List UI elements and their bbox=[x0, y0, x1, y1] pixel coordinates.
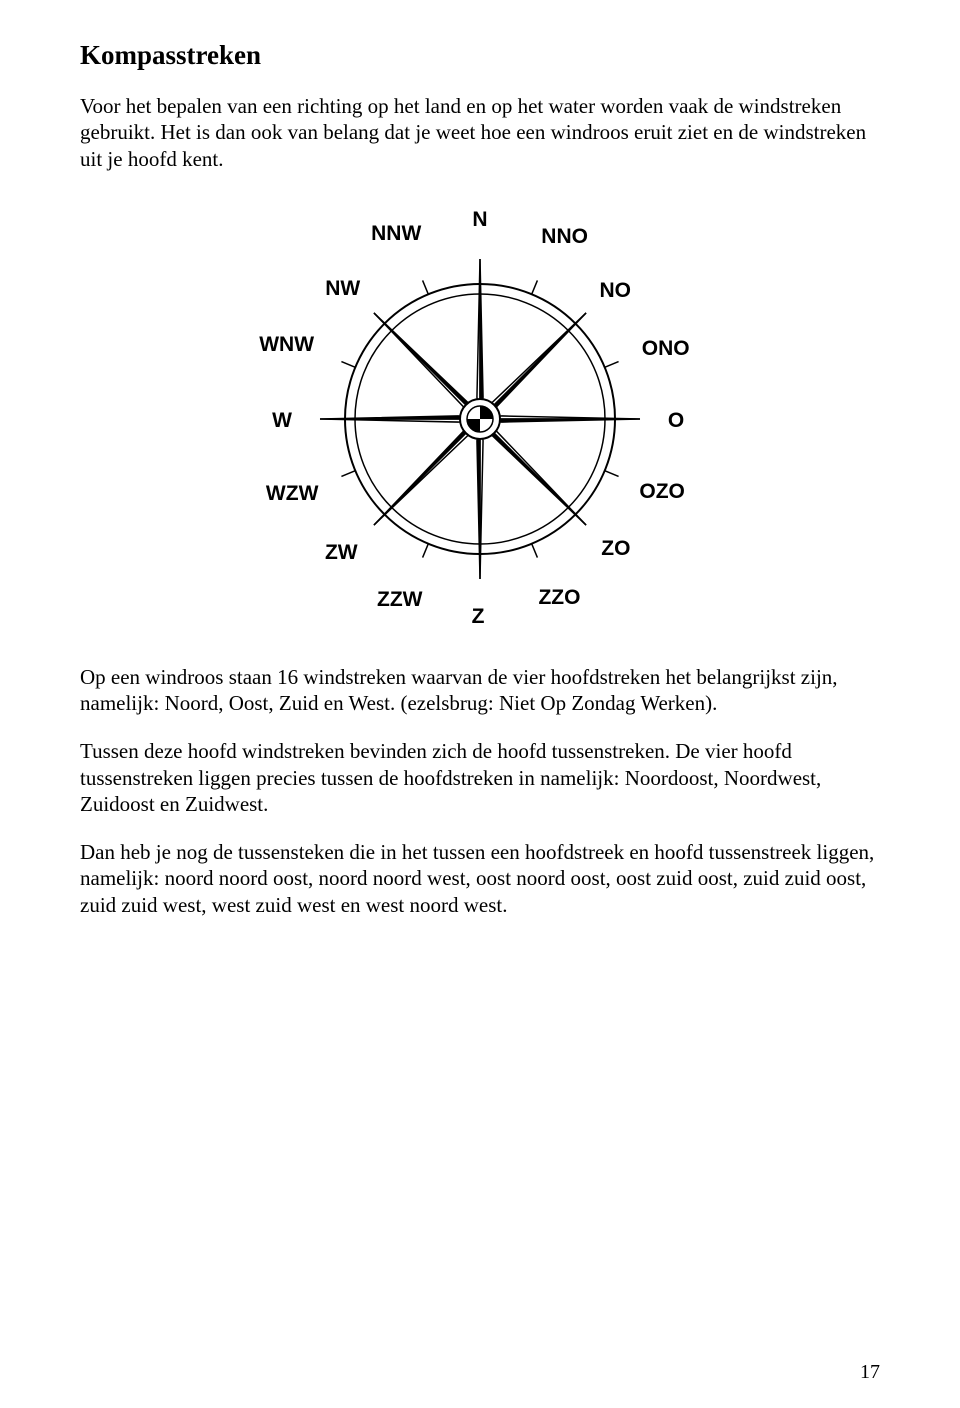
page-title: Kompasstreken bbox=[80, 40, 880, 71]
compass-label-ono: ONO bbox=[642, 337, 690, 361]
compass-label-o: O bbox=[668, 409, 684, 433]
compass-label-no: NO bbox=[600, 279, 632, 303]
compass-label-nno: NNO bbox=[541, 225, 588, 249]
compass-label-nnw: NNW bbox=[371, 222, 421, 246]
paragraph-4: Dan heb je nog de tussensteken die in he… bbox=[80, 839, 880, 918]
compass-label-n: N bbox=[472, 208, 487, 232]
compass-label-ozo: OZO bbox=[639, 480, 685, 504]
paragraph-3: Tussen deze hoofd windstreken bevinden z… bbox=[80, 738, 880, 817]
intro-paragraph: Voor het bepalen van een richting op het… bbox=[80, 93, 880, 172]
compass-label-nw: NW bbox=[325, 277, 360, 301]
compass-label-wnw: WNW bbox=[259, 333, 314, 357]
compass-label-z: Z bbox=[472, 605, 485, 629]
compass-label-zzw: ZZW bbox=[377, 588, 422, 612]
compass-label-wzw: WZW bbox=[266, 482, 318, 506]
compass-label-zw: ZW bbox=[325, 541, 358, 565]
compass-figure: N NNO NO ONO O OZO ZO ZZO Z ZZW ZW WZW W WNW NW NNW bbox=[80, 194, 880, 634]
paragraph-2: Op een windroos staan 16 windstreken waa… bbox=[80, 664, 880, 717]
compass-label-zo: ZO bbox=[601, 537, 630, 561]
page-number: 17 bbox=[860, 1361, 880, 1384]
compass-label-zzo: ZZO bbox=[538, 586, 580, 610]
compass-label-w: W bbox=[272, 409, 292, 433]
